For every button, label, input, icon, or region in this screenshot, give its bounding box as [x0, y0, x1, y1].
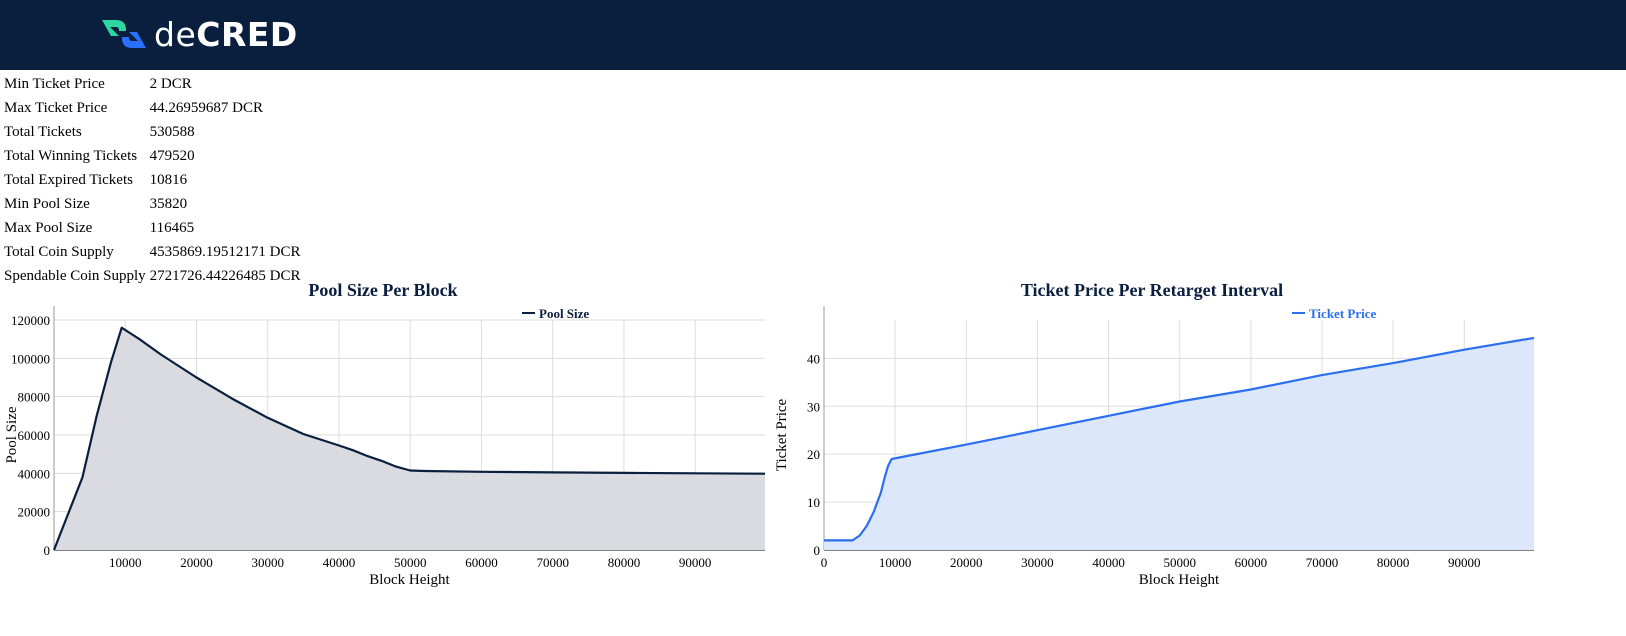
series-area — [824, 337, 1534, 550]
x-axis-label: Block Height — [1139, 572, 1220, 588]
x-axis-label: Block Height — [369, 572, 450, 588]
y-tick-label: 120000 — [11, 313, 50, 328]
x-tick-label: 70000 — [536, 555, 569, 570]
x-tick-label: 40000 — [1092, 555, 1125, 570]
stat-label: Total Expired Tickets — [4, 172, 133, 188]
y-tick-label: 10 — [807, 495, 820, 510]
x-tick-label: 30000 — [1021, 555, 1054, 570]
stat-value: 44.26959687 DCR — [149, 100, 264, 116]
y-tick-label: 40 — [807, 351, 820, 366]
y-tick-label: 0 — [814, 543, 821, 558]
x-tick-label: 20000 — [180, 555, 213, 570]
series-line[interactable] — [824, 336, 1535, 542]
stat-label: Min Pool Size — [4, 196, 90, 212]
legend-label[interactable]: Ticket Price — [1309, 306, 1376, 321]
x-tick-label: 40000 — [323, 555, 356, 570]
logo-text: deCRED — [154, 14, 298, 54]
stat-label: Spendable Coin Supply — [4, 268, 146, 284]
x-tick-label: 80000 — [608, 555, 641, 570]
y-tick-label: 40000 — [18, 466, 51, 481]
stat-value: 10816 — [149, 172, 188, 188]
header-bar: deCRED — [0, 0, 1626, 70]
chart-title: Pool Size Per Block — [308, 280, 457, 300]
x-tick-label: 60000 — [1235, 555, 1268, 570]
stats-row: Spendable Coin Supply 2721726.44226485 DC… — [2, 264, 303, 288]
stat-value: 2721726.44226485 DCR — [149, 268, 301, 284]
stats-row: Total Coin Supply 4535869.19512171 DCR — [2, 240, 303, 264]
y-tick-label: 60000 — [18, 428, 51, 443]
series-area — [54, 327, 765, 550]
stats-row: Total Winning Tickets 479520 — [2, 144, 303, 168]
stats-row: Max Pool Size 116465 — [2, 216, 303, 240]
stats-row: Total Tickets 530588 — [2, 120, 303, 144]
stats-row: Min Ticket Price 2 DCR — [2, 72, 303, 96]
y-tick-label: 0 — [44, 543, 51, 558]
stat-value: 4535869.19512171 DCR — [149, 244, 301, 260]
x-tick-label: 10000 — [879, 555, 912, 570]
stat-label: Min Ticket Price — [4, 76, 105, 92]
series-line[interactable] — [52, 326, 766, 551]
stat-label: Max Ticket Price — [4, 100, 108, 116]
stat-label: Max Pool Size — [4, 220, 93, 236]
x-tick-label: 90000 — [679, 555, 712, 570]
y-tick-label: 20 — [807, 447, 820, 462]
stats-table: Min Ticket Price 2 DCR Max Ticket Price 44.… — [2, 72, 303, 288]
ticket-price-chart: Ticket Price Per Retarget Interval 0 10 20 3… — [770, 278, 1626, 631]
y-axis-label: Ticket Price — [774, 398, 790, 471]
x-tick-label: 60000 — [465, 555, 498, 570]
stat-label: Total Tickets — [4, 124, 82, 140]
stat-value: 530588 — [149, 124, 195, 140]
y-axis-label: Pool Size — [4, 406, 20, 463]
x-tick-label: 20000 — [950, 555, 983, 570]
x-tick-label: 10000 — [109, 555, 142, 570]
y-tick-label: 100000 — [11, 351, 50, 366]
x-tick-label: 50000 — [1163, 555, 1196, 570]
stat-value: 2 DCR — [149, 76, 192, 92]
stats-row: Min Pool Size 35820 — [2, 192, 303, 216]
stats-row: Total Expired Tickets 10816 — [2, 168, 303, 192]
x-tick-label: 50000 — [394, 555, 427, 570]
legend-label[interactable]: Pool Size — [539, 306, 589, 321]
x-tick-label: 80000 — [1377, 555, 1410, 570]
x-tick-label: 30000 — [251, 555, 284, 570]
x-tick-label: 90000 — [1448, 555, 1481, 570]
stat-label: Total Coin Supply — [4, 244, 114, 260]
stat-value: 35820 — [149, 196, 188, 212]
chart-title: Ticket Price Per Retarget Interval — [1021, 280, 1283, 300]
y-tick-label: 80000 — [18, 390, 51, 405]
y-tick-label: 30 — [807, 399, 820, 414]
stats-row: Max Ticket Price 44.26959687 DCR — [2, 96, 303, 120]
x-tick-label: 0 — [821, 555, 828, 570]
y-tick-label: 20000 — [18, 505, 51, 520]
pool-size-svg: Pool Size Per Block 0 20000 40000 60000 80000… — [4, 280, 766, 588]
stat-value: 116465 — [149, 220, 195, 236]
decred-logo[interactable]: deCRED — [100, 14, 298, 54]
pool-size-chart: Pool Size Per Block 0 20000 40000 60000 80000… — [0, 278, 770, 631]
stat-label: Total Winning Tickets — [4, 148, 138, 164]
x-tick-label: 70000 — [1306, 555, 1339, 570]
stat-value: 479520 — [149, 148, 195, 164]
ticket-price-svg: Ticket Price Per Retarget Interval 0 10 20 3… — [774, 280, 1535, 588]
decred-logo-icon — [102, 20, 146, 48]
